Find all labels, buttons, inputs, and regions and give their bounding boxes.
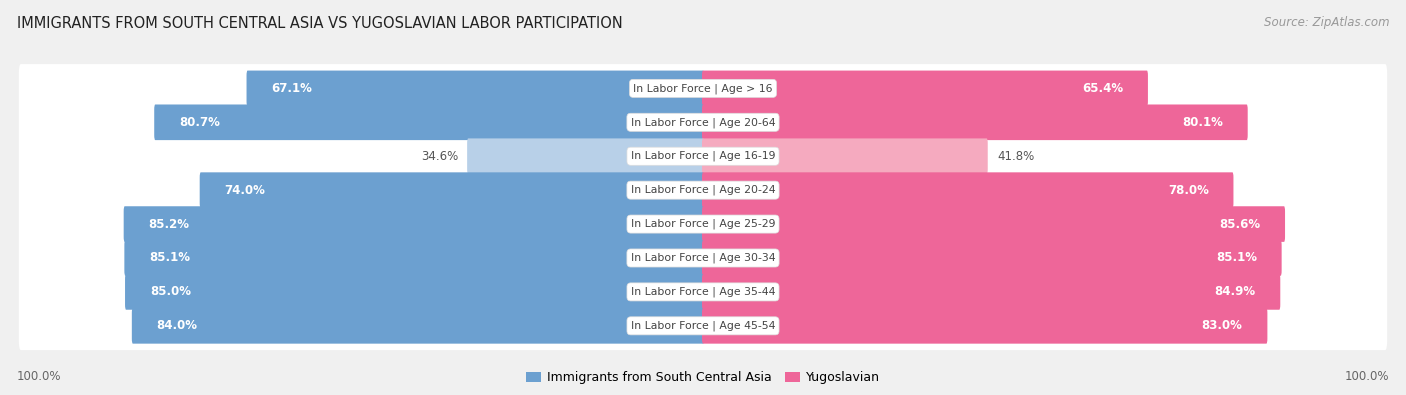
Text: In Labor Force | Age > 16: In Labor Force | Age > 16 xyxy=(633,83,773,94)
Text: In Labor Force | Age 20-64: In Labor Force | Age 20-64 xyxy=(631,117,775,128)
Text: In Labor Force | Age 45-54: In Labor Force | Age 45-54 xyxy=(631,321,775,331)
Text: 100.0%: 100.0% xyxy=(17,370,62,383)
FancyBboxPatch shape xyxy=(246,71,704,106)
Text: 67.1%: 67.1% xyxy=(271,82,312,95)
Text: 78.0%: 78.0% xyxy=(1168,184,1209,197)
FancyBboxPatch shape xyxy=(18,98,1388,147)
Text: IMMIGRANTS FROM SOUTH CENTRAL ASIA VS YUGOSLAVIAN LABOR PARTICIPATION: IMMIGRANTS FROM SOUTH CENTRAL ASIA VS YU… xyxy=(17,16,623,31)
FancyBboxPatch shape xyxy=(124,206,704,242)
FancyBboxPatch shape xyxy=(18,302,1388,350)
Legend: Immigrants from South Central Asia, Yugoslavian: Immigrants from South Central Asia, Yugo… xyxy=(522,366,884,389)
FancyBboxPatch shape xyxy=(702,206,1285,242)
FancyBboxPatch shape xyxy=(702,274,1281,310)
Text: In Labor Force | Age 30-34: In Labor Force | Age 30-34 xyxy=(631,253,775,263)
Text: 83.0%: 83.0% xyxy=(1202,319,1243,332)
Text: In Labor Force | Age 16-19: In Labor Force | Age 16-19 xyxy=(631,151,775,162)
Text: 85.6%: 85.6% xyxy=(1219,218,1260,231)
FancyBboxPatch shape xyxy=(18,268,1388,316)
Text: 34.6%: 34.6% xyxy=(420,150,458,163)
Text: 85.1%: 85.1% xyxy=(149,252,190,265)
FancyBboxPatch shape xyxy=(702,240,1282,276)
FancyBboxPatch shape xyxy=(18,234,1388,282)
Text: 84.9%: 84.9% xyxy=(1215,286,1256,298)
FancyBboxPatch shape xyxy=(18,200,1388,248)
Text: 80.7%: 80.7% xyxy=(179,116,219,129)
FancyBboxPatch shape xyxy=(702,71,1147,106)
Text: 65.4%: 65.4% xyxy=(1083,82,1123,95)
Text: 85.2%: 85.2% xyxy=(149,218,190,231)
FancyBboxPatch shape xyxy=(200,172,704,208)
Text: Source: ZipAtlas.com: Source: ZipAtlas.com xyxy=(1264,16,1389,29)
FancyBboxPatch shape xyxy=(702,138,988,174)
FancyBboxPatch shape xyxy=(155,105,704,140)
FancyBboxPatch shape xyxy=(702,172,1233,208)
Text: In Labor Force | Age 20-24: In Labor Force | Age 20-24 xyxy=(631,185,775,196)
FancyBboxPatch shape xyxy=(124,240,704,276)
Text: 100.0%: 100.0% xyxy=(1344,370,1389,383)
Text: 85.0%: 85.0% xyxy=(150,286,191,298)
Text: 80.1%: 80.1% xyxy=(1182,116,1223,129)
Text: 84.0%: 84.0% xyxy=(156,319,198,332)
FancyBboxPatch shape xyxy=(467,138,704,174)
Text: 74.0%: 74.0% xyxy=(225,184,266,197)
FancyBboxPatch shape xyxy=(18,166,1388,214)
FancyBboxPatch shape xyxy=(18,132,1388,181)
Text: 85.1%: 85.1% xyxy=(1216,252,1257,265)
Text: 41.8%: 41.8% xyxy=(997,150,1035,163)
FancyBboxPatch shape xyxy=(18,64,1388,113)
Text: In Labor Force | Age 25-29: In Labor Force | Age 25-29 xyxy=(631,219,775,229)
Text: In Labor Force | Age 35-44: In Labor Force | Age 35-44 xyxy=(631,287,775,297)
FancyBboxPatch shape xyxy=(702,105,1247,140)
FancyBboxPatch shape xyxy=(132,308,704,344)
FancyBboxPatch shape xyxy=(702,308,1267,344)
FancyBboxPatch shape xyxy=(125,274,704,310)
